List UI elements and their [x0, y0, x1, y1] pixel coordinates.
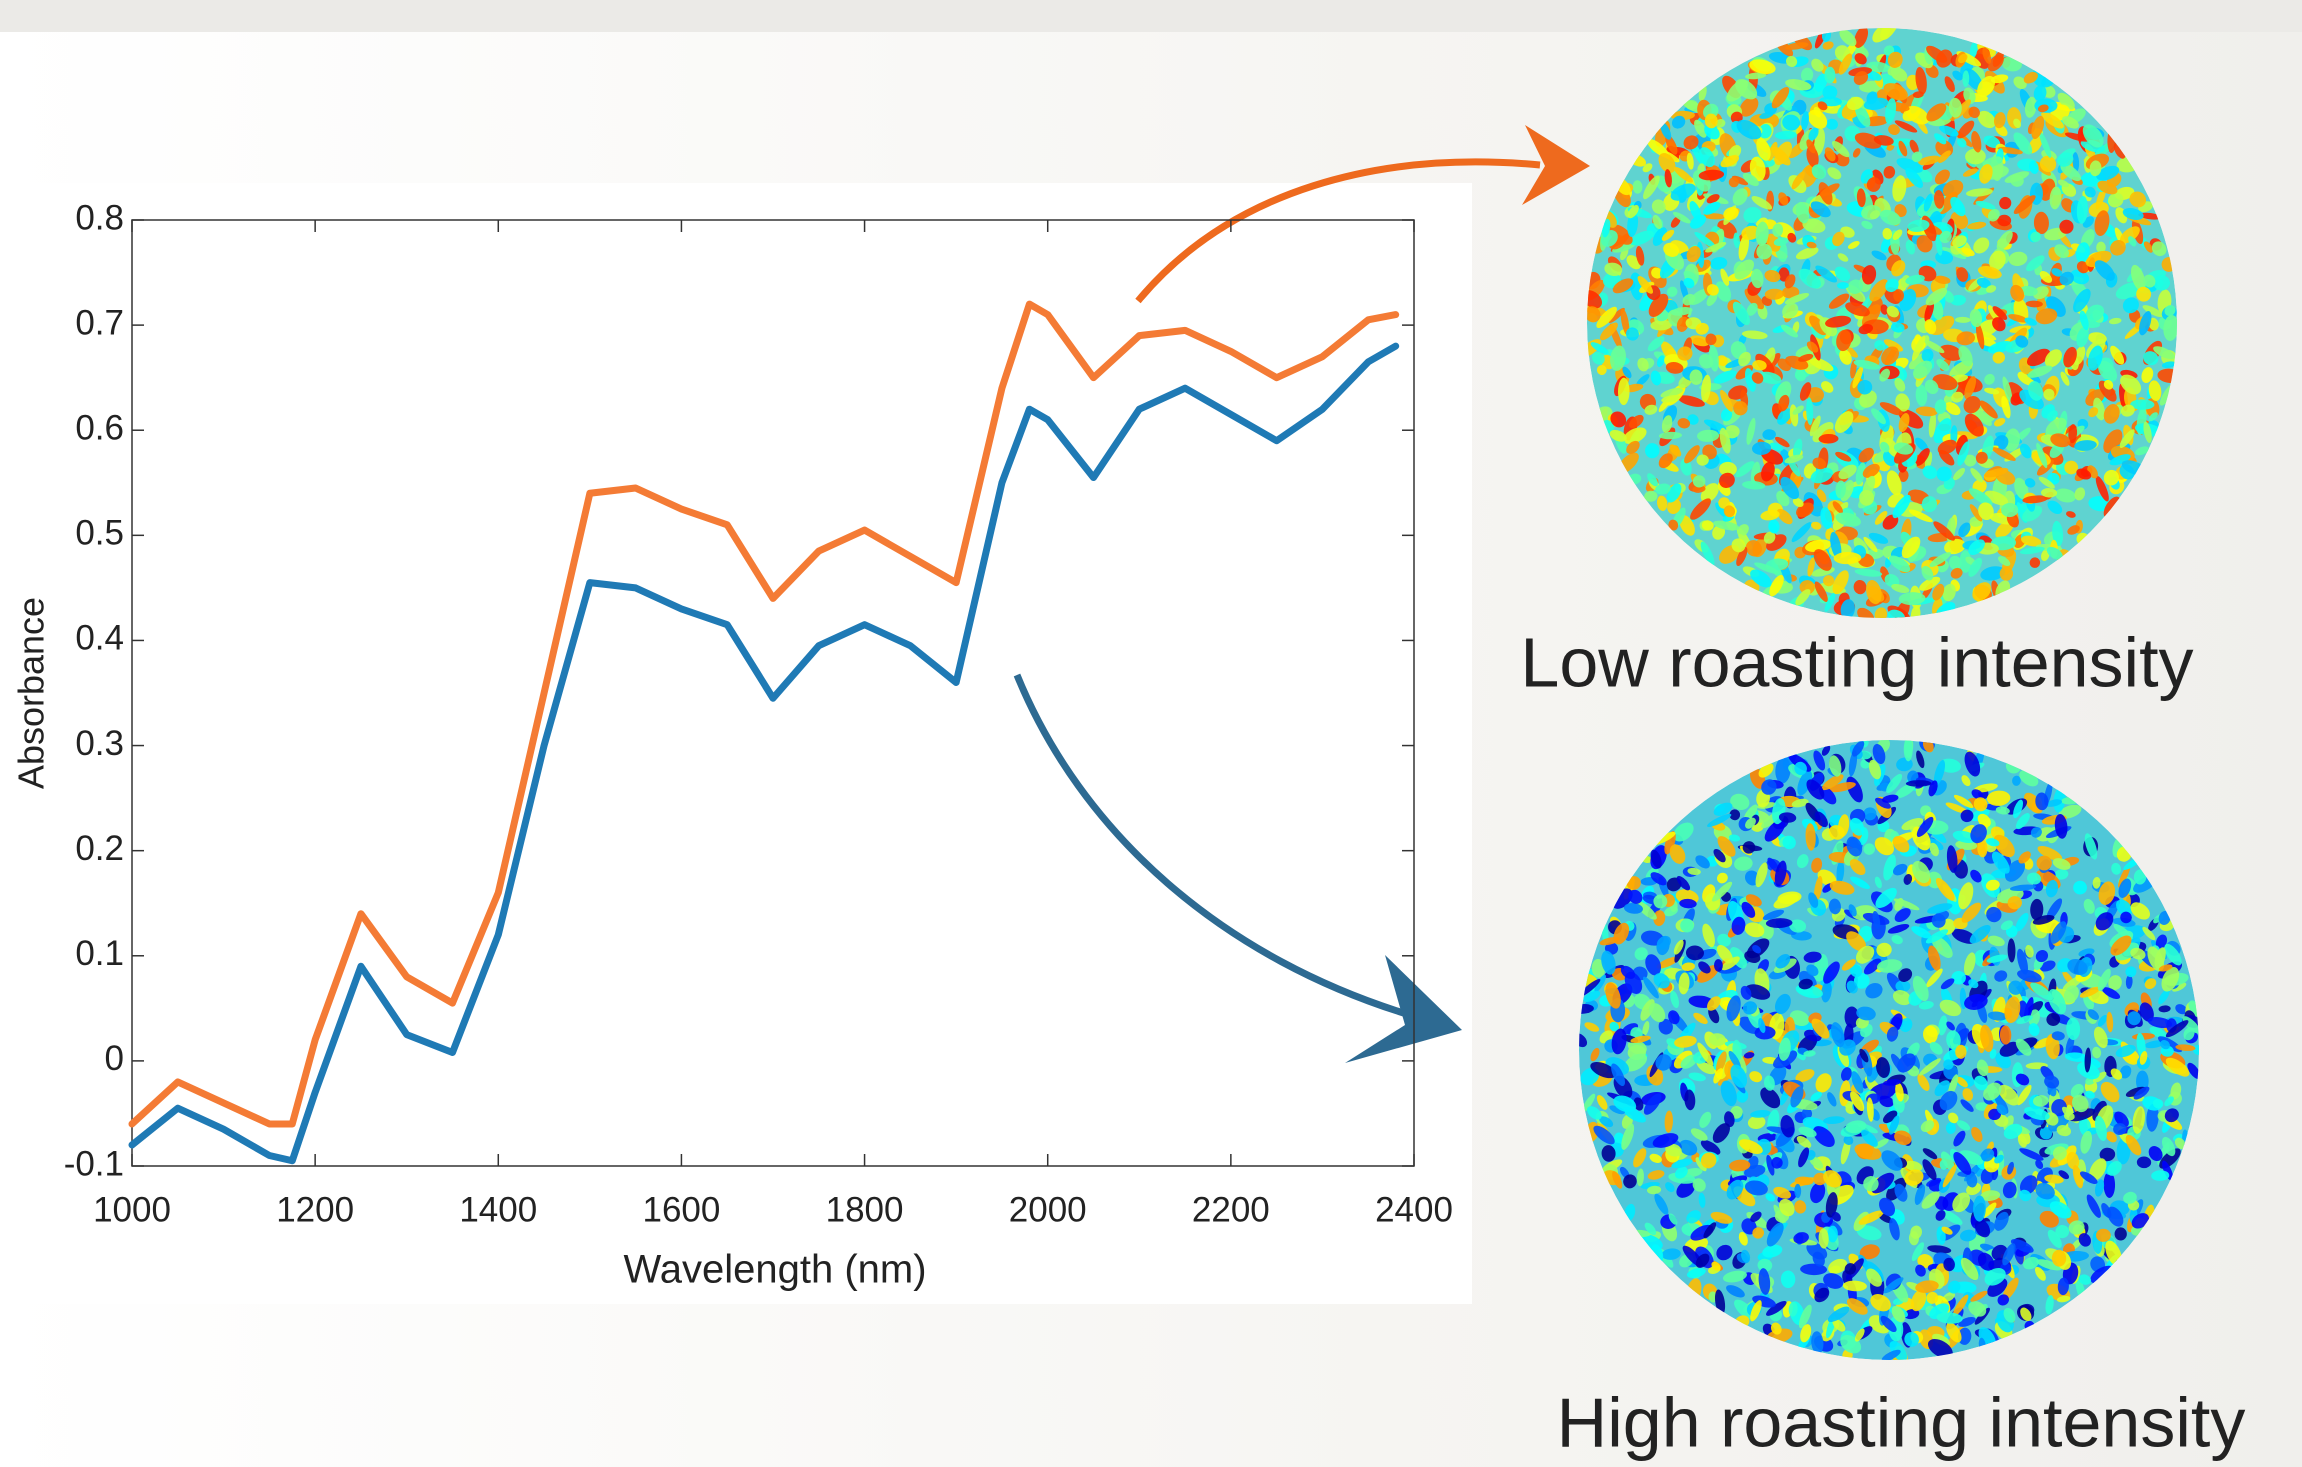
- y-tick-label: 0.1: [75, 934, 124, 973]
- y-tick-label: 0.5: [75, 514, 124, 553]
- y-tick-label: 0.8: [75, 198, 124, 237]
- annotation: High roasting intensity: [1557, 1383, 2246, 1461]
- y-tick-label: 0: [105, 1039, 124, 1078]
- x-tick-label: 1200: [276, 1190, 354, 1229]
- y-tick-label: -0.1: [64, 1144, 124, 1183]
- plot-panel: [0, 183, 1472, 1304]
- y-tick-label: 0.2: [75, 829, 124, 868]
- x-tick-label: 2400: [1375, 1190, 1453, 1229]
- speckle: [1828, 1226, 1838, 1243]
- x-tick-label: 1000: [93, 1190, 171, 1229]
- x-tick-label: 2200: [1192, 1190, 1270, 1229]
- annotation: Low roasting intensity: [1520, 623, 2193, 701]
- y-tick-label: 0.3: [75, 724, 124, 763]
- y-tick-label: 0.7: [75, 303, 124, 342]
- x-tick-label: 1800: [826, 1190, 904, 1229]
- y-tick-label: 0.4: [75, 619, 124, 658]
- x-axis-label: Wavelength (nm): [623, 1248, 926, 1292]
- x-tick-label: 2000: [1009, 1190, 1087, 1229]
- x-tick-label: 1600: [642, 1190, 720, 1229]
- y-axis-label: Absorbance: [11, 597, 52, 789]
- y-tick-label: 0.6: [75, 408, 124, 447]
- top-band: [0, 0, 2302, 32]
- x-tick-label: 1400: [459, 1190, 537, 1229]
